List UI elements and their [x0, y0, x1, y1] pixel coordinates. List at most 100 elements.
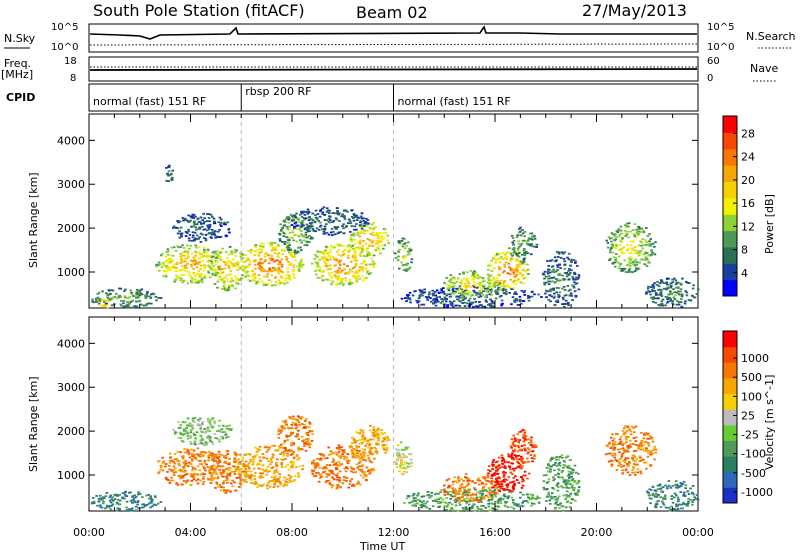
data-cell: [492, 484, 496, 487]
data-cell: [352, 276, 356, 278]
data-cell: [192, 268, 195, 270]
data-cell: [254, 244, 258, 247]
data-cell: [342, 227, 345, 230]
data-cell: [273, 444, 276, 447]
data-cell: [202, 453, 205, 456]
data-cell: [491, 507, 494, 510]
data-cell: [224, 251, 228, 254]
data-cell: [182, 465, 186, 468]
data-cell: [627, 236, 630, 239]
data-cell: [401, 453, 405, 456]
data-cell: [520, 302, 523, 305]
scatter-region: [486, 453, 531, 492]
data-cell: [268, 267, 271, 270]
data-cell: [176, 450, 180, 453]
data-cell: [302, 224, 305, 227]
data-cell: [224, 457, 227, 459]
data-cell: [199, 435, 203, 438]
data-cell: [661, 304, 664, 307]
data-cell: [470, 275, 473, 278]
data-cell: [312, 470, 315, 472]
data-cell: [265, 270, 269, 273]
data-cell: [567, 270, 570, 272]
data-cell: [201, 255, 205, 258]
velocity-marks: [90, 317, 700, 512]
data-cell: [526, 493, 529, 496]
data-cell: [212, 464, 215, 467]
data-cell: [420, 303, 423, 306]
data-cell: [282, 220, 286, 223]
data-cell: [321, 275, 324, 277]
data-cell: [348, 445, 352, 448]
data-cell: [95, 299, 98, 301]
data-cell: [228, 467, 232, 469]
data-cell: [217, 486, 220, 488]
data-cell: [267, 283, 270, 286]
data-cell: [197, 420, 201, 422]
data-cell: [181, 476, 184, 479]
data-cell: [517, 505, 521, 508]
data-cell: [206, 261, 209, 263]
data-cell: [244, 254, 247, 256]
data-cell: [161, 469, 165, 472]
data-cell: [385, 447, 389, 449]
data-cell: [186, 253, 190, 256]
data-cell: [547, 275, 551, 278]
data-cell: [189, 215, 192, 218]
data-cell: [432, 297, 436, 300]
data-cell: [150, 293, 153, 296]
data-cell: [328, 251, 332, 253]
data-cell: [455, 287, 458, 290]
data-cell: [210, 465, 213, 468]
data-cell: [185, 270, 189, 273]
data-cell: [610, 237, 613, 240]
data-cell: [372, 469, 376, 472]
data-cell: [259, 476, 263, 479]
data-cell: [122, 305, 126, 308]
data-cell: [202, 246, 206, 249]
data-cell: [352, 219, 356, 222]
data-cell: [242, 479, 246, 481]
nsearch-label: N.Search: [746, 30, 796, 43]
data-cell: [527, 297, 530, 299]
data-cell: [480, 508, 483, 510]
data-cell: [328, 215, 331, 218]
data-cell: [191, 453, 194, 456]
data-cell: [445, 505, 449, 508]
data-cell: [427, 494, 431, 496]
data-cell: [188, 461, 191, 464]
data-cell: [527, 472, 531, 475]
data-cell: [367, 457, 370, 459]
data-cell: [480, 494, 484, 497]
data-cell: [670, 293, 674, 296]
data-cell: [208, 466, 212, 469]
data-cell: [327, 212, 331, 214]
data-cell: [365, 217, 368, 220]
data-cell: [270, 270, 274, 273]
data-cell: [361, 269, 365, 272]
data-cell: [488, 279, 491, 282]
data-cell: [360, 275, 364, 278]
data-cell: [135, 295, 138, 298]
data-cell: [487, 285, 491, 288]
data-cell: [289, 450, 293, 453]
data-cell: [361, 464, 365, 466]
data-cell: [198, 261, 201, 264]
data-cell: [222, 470, 225, 473]
data-cell: [437, 492, 440, 495]
data-cell: [645, 257, 648, 260]
data-cell: [437, 502, 441, 504]
data-cell: [194, 275, 197, 278]
data-cell: [194, 244, 198, 247]
data-cell: [642, 253, 645, 256]
data-cell: [329, 258, 332, 261]
data-cell: [232, 470, 235, 473]
data-cell: [278, 239, 282, 242]
data-cell: [383, 228, 387, 231]
data-cell: [210, 479, 213, 481]
data-cell: [332, 220, 335, 222]
data-cell: [310, 469, 314, 472]
data-cell: [196, 263, 200, 265]
data-cell: [310, 221, 314, 224]
data-cell: [179, 255, 182, 258]
